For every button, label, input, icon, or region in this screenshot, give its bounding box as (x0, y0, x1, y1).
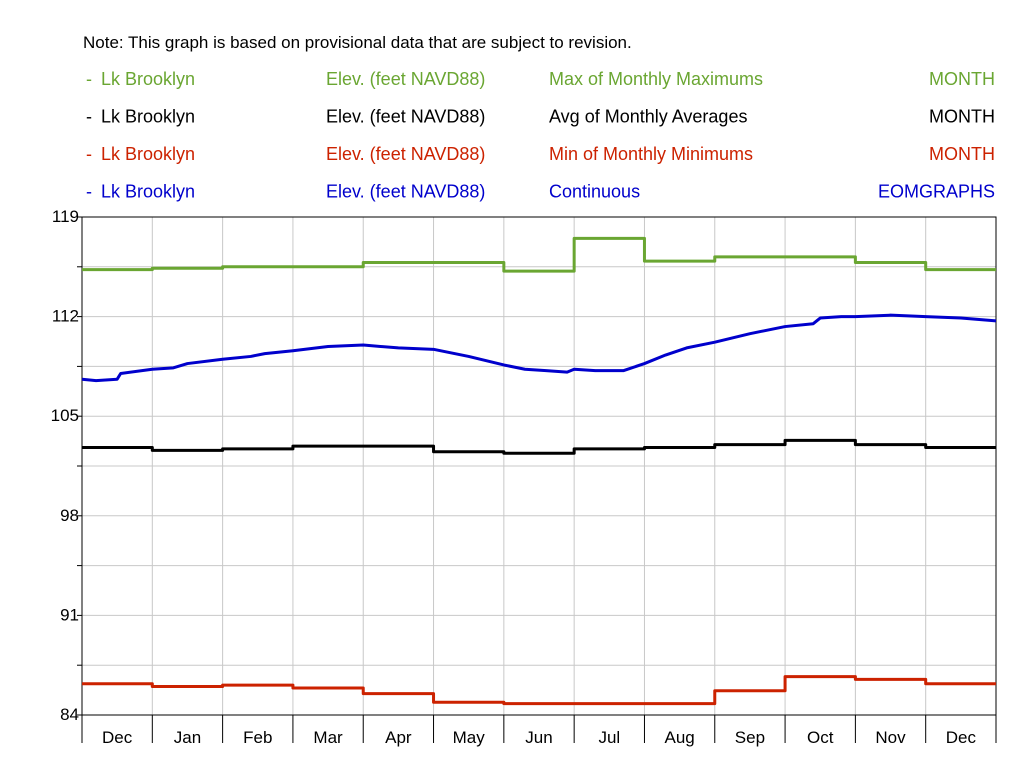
x-tick-label: Mar (313, 728, 343, 747)
x-tick-label: Jun (525, 728, 552, 747)
y-tick-label: 112 (52, 307, 79, 326)
legend-param-avg: Elev. (feet NAVD88) (326, 107, 485, 127)
series-line-cont (81, 313, 997, 383)
legend-marker-avg: - (86, 107, 92, 127)
legend: - Lk Brooklyn Elev. (feet NAVD88) Max of Mo… (86, 69, 995, 202)
x-tick-label: Jan (174, 728, 201, 747)
y-tick-label: 98 (60, 506, 79, 525)
series-line-min (82, 675, 996, 706)
x-tick-label: Apr (385, 728, 412, 747)
x-tick-label: Dec (946, 728, 977, 747)
series-lines (81, 236, 997, 706)
series-line-avg (82, 438, 996, 455)
x-tick-label: Dec (102, 728, 133, 747)
legend-site-max: Lk Brooklyn (101, 69, 195, 89)
legend-param-cont: Elev. (feet NAVD88) (326, 182, 485, 202)
legend-stat-min: Min of Monthly Minimums (549, 144, 753, 164)
x-tick-label: Jul (598, 728, 620, 747)
legend-stat-max: Max of Monthly Maximums (549, 69, 763, 89)
legend-param-min: Elev. (feet NAVD88) (326, 144, 485, 164)
legend-param-max: Elev. (feet NAVD88) (326, 69, 485, 89)
legend-site-avg: Lk Brooklyn (101, 107, 195, 127)
legend-interval-avg: MONTH (929, 107, 995, 127)
y-axis: 119 112 105 98 91 84 (51, 207, 82, 724)
x-tick-label: Nov (875, 728, 906, 747)
x-tick-label: Feb (243, 728, 272, 747)
legend-marker-max: - (86, 69, 92, 89)
grid-lines (82, 217, 996, 715)
y-tick-label: 105 (51, 406, 79, 425)
legend-stat-cont: Continuous (549, 182, 640, 202)
legend-site-cont: Lk Brooklyn (101, 182, 195, 202)
x-tick-label: May (453, 728, 486, 747)
x-tick-label: Aug (664, 728, 694, 747)
legend-site-min: Lk Brooklyn (101, 144, 195, 164)
legend-interval-max: MONTH (929, 69, 995, 89)
legend-marker-min: - (86, 144, 92, 164)
x-tick-label: Sep (735, 728, 765, 747)
legend-marker-cont: - (86, 182, 92, 202)
legend-interval-min: MONTH (929, 144, 995, 164)
series-line-max (82, 236, 996, 273)
provisional-note: Note: This graph is based on provisional… (83, 33, 632, 52)
y-tick-label: 91 (60, 605, 79, 624)
x-tick-label: Oct (807, 728, 834, 747)
y-tick-label: 119 (52, 207, 79, 226)
legend-interval-cont: EOMGRAPHS (878, 182, 995, 202)
legend-stat-avg: Avg of Monthly Averages (549, 107, 747, 127)
x-axis: Dec Jan Feb Mar Apr May Jun Jul Aug Sep Oct Nov Dec (81, 715, 997, 747)
y-tick-label: 84 (60, 705, 79, 724)
